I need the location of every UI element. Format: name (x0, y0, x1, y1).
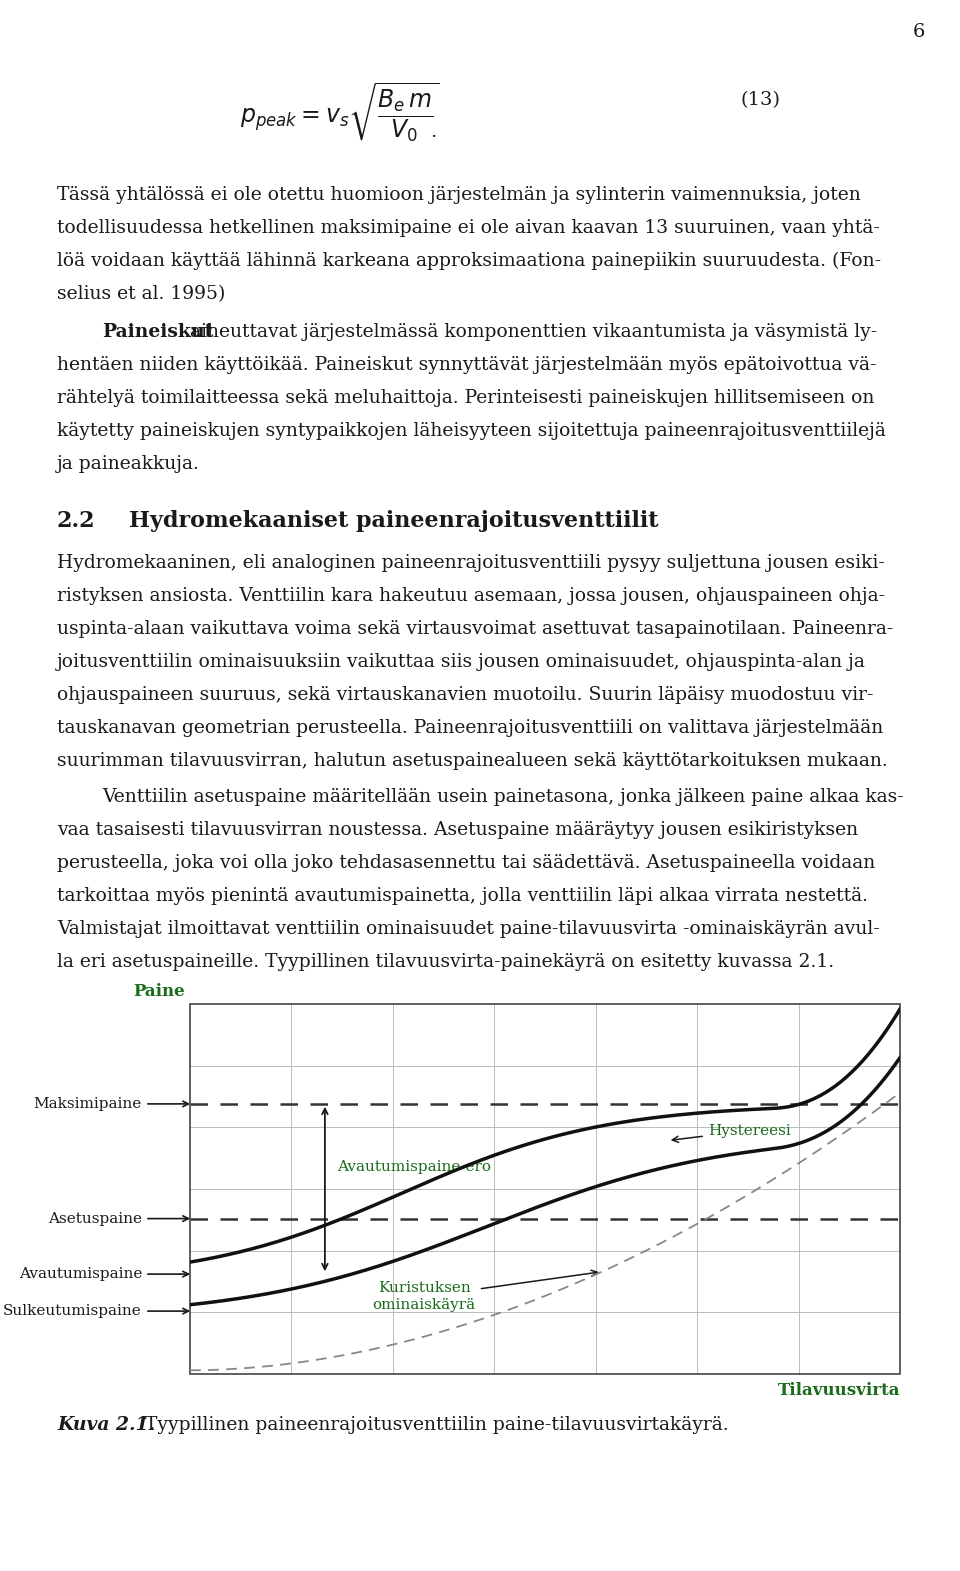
Text: perusteella, joka voi olla joko tehdasasennettu tai säädettävä. Asetuspaineella : perusteella, joka voi olla joko tehdasas… (57, 855, 876, 872)
Text: aiheuttavat järjestelmässä komponenttien vikaantumista ja väsymistä ly-: aiheuttavat järjestelmässä komponenttien… (184, 324, 877, 341)
Text: Avautumispaine-ero: Avautumispaine-ero (337, 1159, 491, 1174)
Text: käytetty paineiskujen syntypaikkojen läheisyyteen sijoitettuja paineenrajoitusve: käytetty paineiskujen syntypaikkojen läh… (57, 423, 886, 440)
Text: Sulkeutumispaine: Sulkeutumispaine (3, 1304, 142, 1318)
Text: uspinta-alaan vaikuttava voima sekä virtausvoimat asettuvat tasapainotilaan. Pai: uspinta-alaan vaikuttava voima sekä virt… (57, 621, 894, 638)
Text: löä voidaan käyttää lähinnä karkeana approksimaationa painepiikin suuruudesta. (: löä voidaan käyttää lähinnä karkeana app… (57, 251, 881, 270)
Text: 2.2: 2.2 (57, 511, 96, 533)
Text: vaa tasaisesti tilavuusvirran noustessa. Asetuspaine määräytyy jousen esikiristy: vaa tasaisesti tilavuusvirran noustessa.… (57, 822, 858, 839)
Text: joitusventtiilin ominaisuuksiin vaikuttaa siis jousen ominaisuudet, ohjauspinta-: joitusventtiilin ominaisuuksiin vaikutta… (57, 654, 866, 671)
Text: tarkoittaa myös pienintä avautumispainetta, jolla venttiilin läpi alkaa virrata : tarkoittaa myös pienintä avautumispainet… (57, 888, 868, 905)
Text: $p_{peak} = v_s\sqrt{\dfrac{B_e\,m}{V_0}}$: $p_{peak} = v_s\sqrt{\dfrac{B_e\,m}{V_0}… (240, 82, 440, 145)
Text: Tyypillinen paineenrajoitusventtiilin paine-tilavuusvirtakäyrä.: Tyypillinen paineenrajoitusventtiilin pa… (139, 1415, 729, 1434)
Text: .: . (430, 123, 436, 141)
Text: Paineiskut: Paineiskut (102, 324, 213, 341)
Text: ohjauspaineen suuruus, sekä virtauskanavien muotoilu. Suurin läpäisy muodostuu v: ohjauspaineen suuruus, sekä virtauskanav… (57, 687, 874, 704)
Text: 6: 6 (913, 24, 925, 41)
Text: ja paineakkuja.: ja paineakkuja. (57, 456, 200, 473)
Text: (13): (13) (740, 91, 780, 108)
Text: Kuristuksen
ominaiskäyrä: Kuristuksen ominaiskäyrä (372, 1271, 597, 1312)
Text: Hydromekaaniset paineenrajoitusventtiilit: Hydromekaaniset paineenrajoitusventtiili… (129, 511, 659, 533)
Text: suurimman tilavuusvirran, halutun asetuspainealueen sekä käyttötarkoituksen muka: suurimman tilavuusvirran, halutun asetus… (57, 753, 888, 770)
Text: Kuva 2.1.: Kuva 2.1. (57, 1415, 155, 1434)
Text: Tässä yhtälössä ei ole otettu huomioon järjestelmän ja sylinterin vaimennuksia, : Tässä yhtälössä ei ole otettu huomioon j… (57, 185, 861, 204)
Text: selius et al. 1995): selius et al. 1995) (57, 284, 226, 303)
Text: Maksimipaine: Maksimipaine (34, 1097, 142, 1111)
Text: Tilavuusvirta: Tilavuusvirta (778, 1382, 900, 1400)
Text: hentäen niiden käyttöikää. Paineiskut synnyttävät järjestelmään myös epätoivottu: hentäen niiden käyttöikää. Paineiskut sy… (57, 357, 876, 374)
Text: Asetuspaine: Asetuspaine (48, 1211, 142, 1225)
Text: ristyksen ansiosta. Venttiilin kara hakeutuu asemaan, jossa jousen, ohjauspainee: ristyksen ansiosta. Venttiilin kara hake… (57, 588, 885, 605)
Text: tauskanavan geometrian perusteella. Paineenrajoitusventtiili on valittava järjes: tauskanavan geometrian perusteella. Pain… (57, 720, 883, 737)
Text: la eri asetuspaineille. Tyypillinen tilavuusvirta-painekäyrä on esitetty kuvassa: la eri asetuspaineille. Tyypillinen tila… (57, 954, 834, 971)
Text: todellisuudessa hetkellinen maksimipaine ei ole aivan kaavan 13 suuruinen, vaan : todellisuudessa hetkellinen maksimipaine… (57, 218, 880, 237)
Text: Paine: Paine (133, 983, 185, 1001)
Text: Avautumispaine: Avautumispaine (18, 1268, 142, 1280)
Text: rähtelyä toimilaitteessa sekä meluhaittoja. Perinteisesti paineiskujen hillitsem: rähtelyä toimilaitteessa sekä meluhaitto… (57, 390, 875, 407)
Text: Hystereesi: Hystereesi (672, 1123, 790, 1142)
Text: Hydromekaaninen, eli analoginen paineenrajoitusventtiili pysyy suljettuna jousen: Hydromekaaninen, eli analoginen paineenr… (57, 555, 885, 572)
Text: Venttiilin asetuspaine määritellään usein painetasona, jonka jälkeen paine alkaa: Venttiilin asetuspaine määritellään usei… (102, 789, 903, 806)
Text: Valmistajat ilmoittavat venttiilin ominaisuudet paine-tilavuusvirta -ominaiskäyr: Valmistajat ilmoittavat venttiilin omina… (57, 921, 879, 938)
